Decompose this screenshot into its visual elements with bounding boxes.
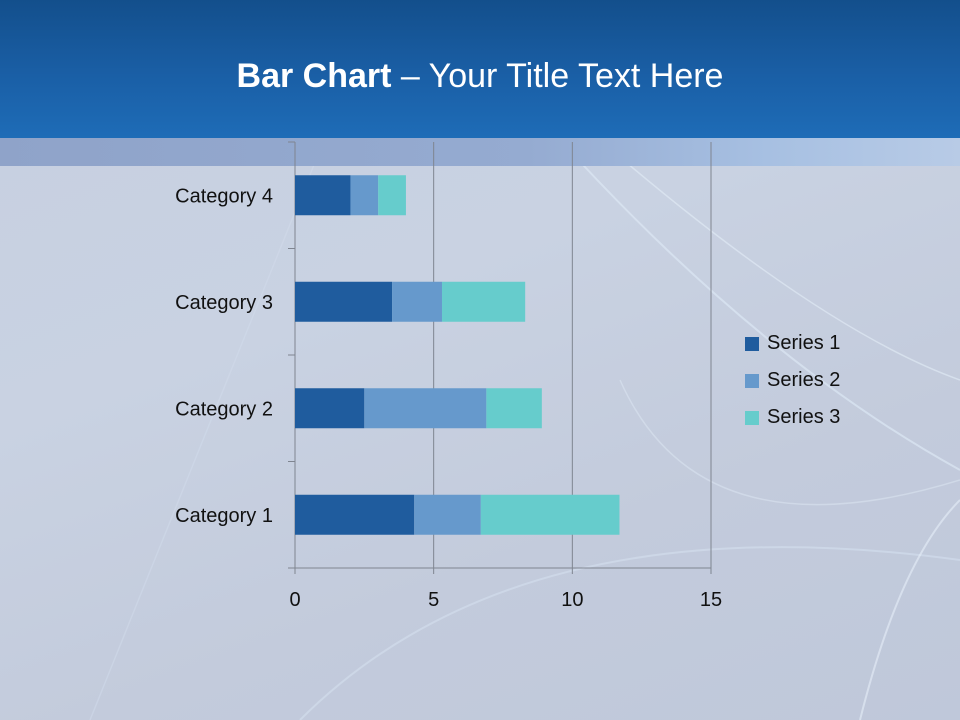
x-tick-label: 10	[561, 589, 583, 611]
chart-legend: Series 1 Series 2 Series 3	[745, 325, 840, 436]
bar-series-2	[364, 388, 487, 429]
bar-series-1	[295, 281, 393, 322]
x-tick-label: 5	[428, 589, 439, 611]
category-label: Category 2	[175, 398, 273, 420]
slide-title: Bar Chart – Your Title Text Here	[0, 54, 960, 98]
legend-swatch	[745, 410, 759, 425]
legend-item: Series 2	[745, 362, 840, 399]
legend-swatch	[745, 336, 759, 351]
bar-series-2	[350, 175, 379, 216]
bar-series-1	[295, 175, 351, 216]
legend-item: Series 1	[745, 325, 840, 362]
title-underline-band	[0, 138, 960, 166]
bar-series-1	[295, 388, 365, 429]
bar-series-3	[486, 388, 542, 429]
bar-series-1	[295, 494, 415, 535]
bar-series-3	[378, 175, 406, 216]
title-band	[0, 0, 960, 138]
x-tick-label: 15	[700, 589, 722, 611]
bar-series-3	[441, 281, 526, 322]
bar-series-3	[480, 494, 620, 535]
x-tick-label: 0	[289, 589, 300, 611]
category-label: Category 4	[175, 185, 273, 207]
slide-title-rest: – Your Title Text Here	[391, 57, 724, 95]
legend-item: Series 3	[745, 399, 840, 436]
slide-title-bold: Bar Chart	[236, 57, 392, 95]
category-label: Category 3	[175, 292, 273, 314]
category-label: Category 1	[175, 505, 273, 527]
bar-series-2	[392, 281, 442, 322]
bar-series-2	[414, 494, 481, 535]
legend-label: Series 1	[767, 332, 841, 354]
legend-label: Series 3	[767, 406, 841, 428]
legend-label: Series 2	[767, 369, 841, 391]
legend-swatch	[745, 373, 759, 388]
